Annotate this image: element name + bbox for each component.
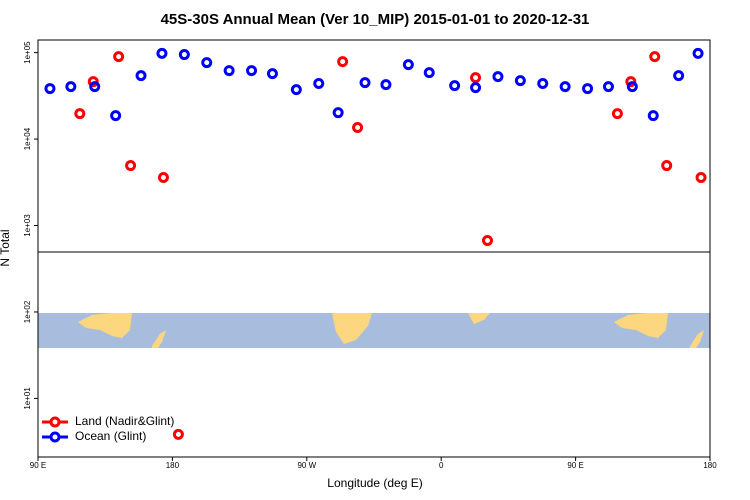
y-tick-label: 1e+03 [23, 214, 32, 237]
x-tick-label: 90 W [297, 461, 316, 470]
point [332, 107, 344, 119]
point [380, 79, 392, 91]
point [661, 160, 673, 172]
point [74, 108, 86, 120]
point [470, 72, 482, 84]
point [492, 71, 504, 83]
y-tick-label: 1e+05 [23, 41, 32, 64]
point [359, 77, 371, 89]
point [692, 47, 704, 59]
point [110, 110, 122, 122]
point [266, 68, 278, 80]
point [172, 428, 184, 440]
point [559, 81, 571, 93]
point [537, 78, 549, 90]
x-tick-label: 180 [166, 461, 180, 470]
y-tick-label: 1e+01 [23, 387, 32, 410]
point [582, 83, 594, 95]
point [135, 70, 147, 82]
point [156, 47, 168, 59]
point [223, 65, 235, 77]
point [87, 76, 99, 88]
plot-frame [37, 39, 711, 458]
point [113, 51, 125, 63]
point [649, 51, 661, 63]
point [514, 75, 526, 87]
y-tick-label: 1e+02 [23, 300, 32, 323]
legend-label: Land (Nadir&Glint) [75, 414, 174, 428]
point [201, 57, 213, 69]
point [44, 83, 56, 95]
point [290, 84, 302, 96]
y-axis-label: N Total [0, 229, 12, 266]
x-tick-label: 90 E [30, 461, 46, 470]
point [125, 160, 137, 172]
point [695, 172, 707, 184]
point [602, 81, 614, 93]
point [337, 56, 349, 68]
point [611, 108, 623, 120]
point [89, 81, 101, 93]
point [647, 110, 659, 122]
x-axis-label: Longitude (deg E) [327, 476, 422, 490]
point [673, 70, 685, 82]
point [352, 122, 364, 134]
y-tick-label: 1e+04 [23, 127, 32, 150]
point [449, 80, 461, 92]
point [65, 81, 77, 93]
point [626, 81, 638, 93]
chart-title: 45S-30S Annual Mean (Ver 10_MIP) 2015-01… [161, 11, 590, 28]
point [313, 78, 325, 90]
point [402, 59, 414, 71]
point [481, 234, 493, 246]
map-band [38, 313, 710, 348]
legend-marker [49, 431, 61, 443]
x-tick-label: 90 E [567, 461, 583, 470]
point [423, 67, 435, 79]
x-tick-label: 180 [703, 461, 717, 470]
legend-label: Ocean (Glint) [75, 429, 146, 443]
point [157, 172, 169, 184]
point [470, 82, 482, 94]
x-tick-label: 0 [439, 461, 444, 470]
point [625, 76, 637, 88]
legend-marker [49, 416, 61, 428]
point [178, 49, 190, 61]
point [246, 65, 258, 77]
